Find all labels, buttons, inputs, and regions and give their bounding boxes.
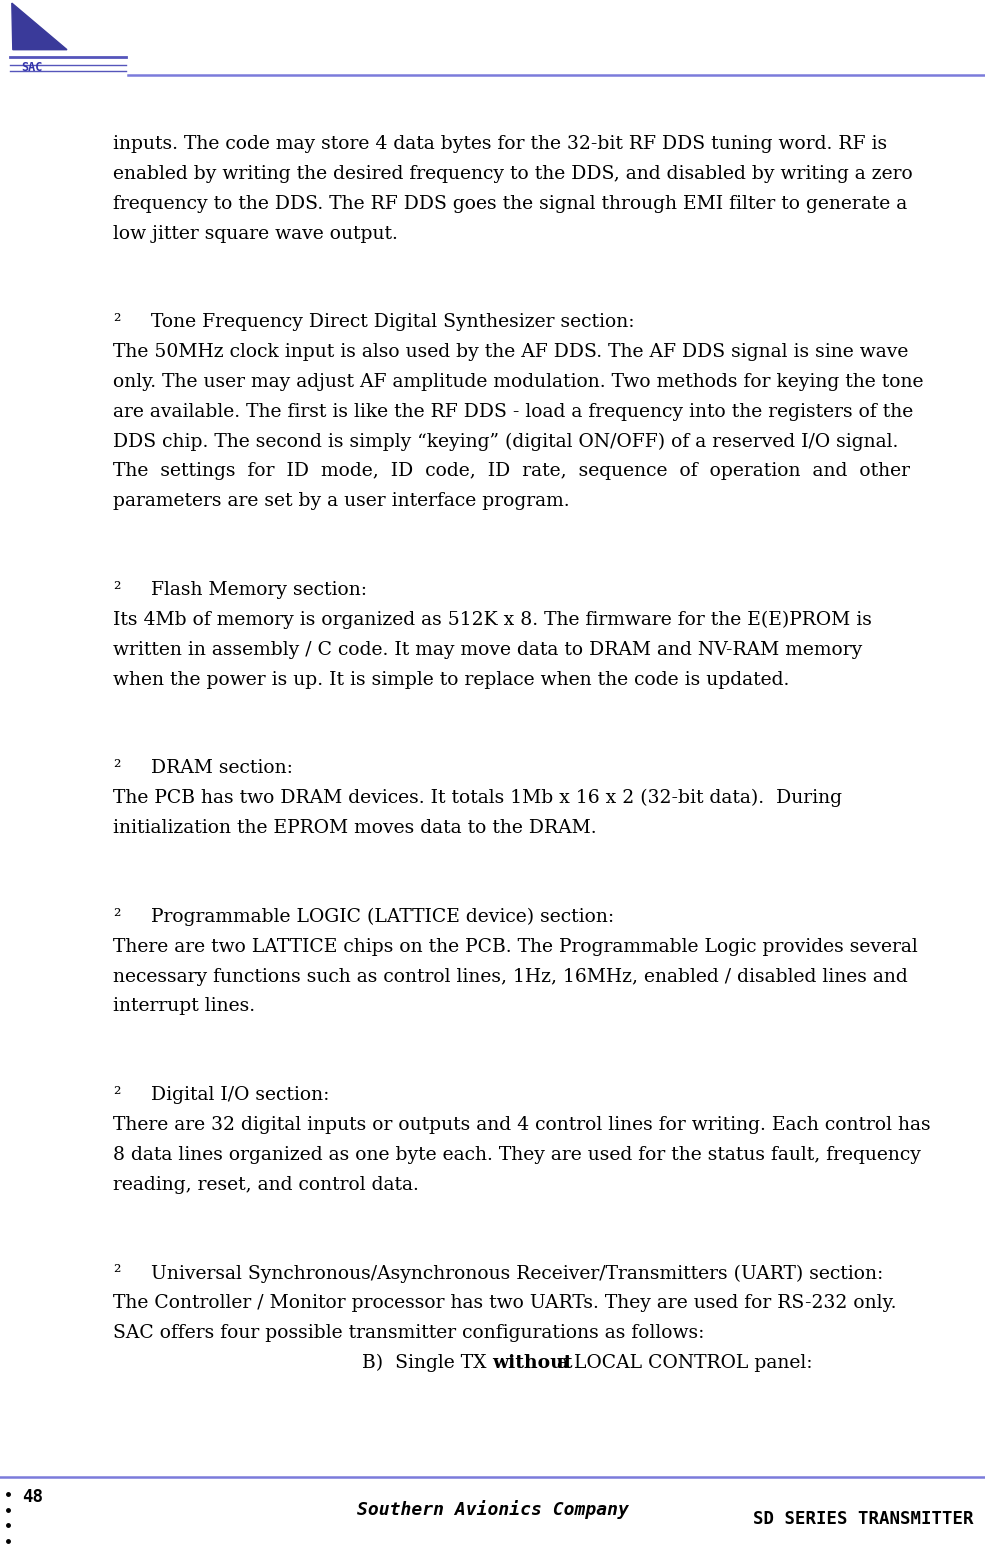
Text: initialization the EPROM moves data to the DRAM.: initialization the EPROM moves data to t… [113,818,597,837]
Text: Its 4Mb of memory is organized as 512K x 8. The firmware for the E(E)PROM is: Its 4Mb of memory is organized as 512K x… [113,610,872,629]
Text: ²: ² [113,1264,120,1283]
Text: Southern Avionics Company: Southern Avionics Company [357,1500,628,1519]
Text: There are 32 digital inputs or outputs and 4 control lines for writing. Each con: There are 32 digital inputs or outputs a… [113,1117,931,1134]
Text: low jitter square wave output.: low jitter square wave output. [113,225,398,242]
Text: are available. The first is like the RF DDS - load a frequency into the register: are available. The first is like the RF … [113,402,913,421]
Text: only. The user may adjust AF amplitude modulation. Two methods for keying the to: only. The user may adjust AF amplitude m… [113,373,924,391]
Text: when the power is up. It is simple to replace when the code is updated.: when the power is up. It is simple to re… [113,671,790,688]
Text: necessary functions such as control lines, 1Hz, 16MHz, enabled / disabled lines : necessary functions such as control line… [113,968,908,986]
Text: interrupt lines.: interrupt lines. [113,997,255,1016]
Text: B)  Single TX: B) Single TX [290,1354,492,1373]
Text: ²: ² [113,581,120,599]
Text: The 50MHz clock input is also used by the AF DDS. The AF DDS signal is sine wave: The 50MHz clock input is also used by th… [113,343,908,362]
Text: Tone Frequency Direct Digital Synthesizer section:: Tone Frequency Direct Digital Synthesize… [151,314,634,331]
Text: parameters are set by a user interface program.: parameters are set by a user interface p… [113,492,570,511]
Text: inputs. The code may store 4 data bytes for the 32-bit RF DDS tuning word. RF is: inputs. The code may store 4 data bytes … [113,135,887,154]
Text: The  settings  for  ID  mode,  ID  code,  ID  rate,  sequence  of  operation  an: The settings for ID mode, ID code, ID ra… [113,463,910,480]
Text: DRAM section:: DRAM section: [151,759,293,778]
Text: The Controller / Monitor processor has two UARTs. They are used for RS-232 only.: The Controller / Monitor processor has t… [113,1294,896,1312]
Text: a LOCAL CONTROL panel:: a LOCAL CONTROL panel: [551,1354,812,1371]
Text: frequency to the DDS. The RF DDS goes the signal through EMI filter to generate : frequency to the DDS. The RF DDS goes th… [113,194,907,213]
Text: SD SERIES TRANSMITTER: SD SERIES TRANSMITTER [753,1510,973,1528]
Text: 8 data lines organized as one byte each. They are used for the status fault, fre: 8 data lines organized as one byte each.… [113,1146,921,1163]
Text: SAC: SAC [22,61,43,73]
Text: The PCB has two DRAM devices. It totals 1Mb x 16 x 2 (32-bit data).  During: The PCB has two DRAM devices. It totals … [113,789,842,808]
Text: Programmable LOGIC (LATTICE device) section:: Programmable LOGIC (LATTICE device) sect… [151,909,614,926]
Text: ²: ² [113,759,120,778]
Text: without: without [492,1354,573,1371]
Text: ²: ² [113,314,120,331]
Text: enabled by writing the desired frequency to the DDS, and disabled by writing a z: enabled by writing the desired frequency… [113,165,913,183]
Text: DDS chip. The second is simply “keying” (digital ON/OFF) of a reserved I/O signa: DDS chip. The second is simply “keying” … [113,433,898,450]
Text: ²: ² [113,1086,120,1104]
Text: ²: ² [113,909,120,926]
Text: There are two LATTICE chips on the PCB. The Programmable Logic provides several: There are two LATTICE chips on the PCB. … [113,938,918,955]
Text: Digital I/O section:: Digital I/O section: [151,1086,329,1104]
Text: Flash Memory section:: Flash Memory section: [151,581,366,599]
Text: Universal Synchronous/Asynchronous Receiver/Transmitters (UART) section:: Universal Synchronous/Asynchronous Recei… [151,1264,883,1283]
Text: SAC offers four possible transmitter configurations as follows:: SAC offers four possible transmitter con… [113,1325,704,1342]
Text: written in assembly / C code. It may move data to DRAM and NV-RAM memory: written in assembly / C code. It may mov… [113,641,863,658]
Polygon shape [12,3,67,50]
Text: reading, reset, and control data.: reading, reset, and control data. [113,1176,426,1194]
Text: 48: 48 [22,1488,42,1506]
